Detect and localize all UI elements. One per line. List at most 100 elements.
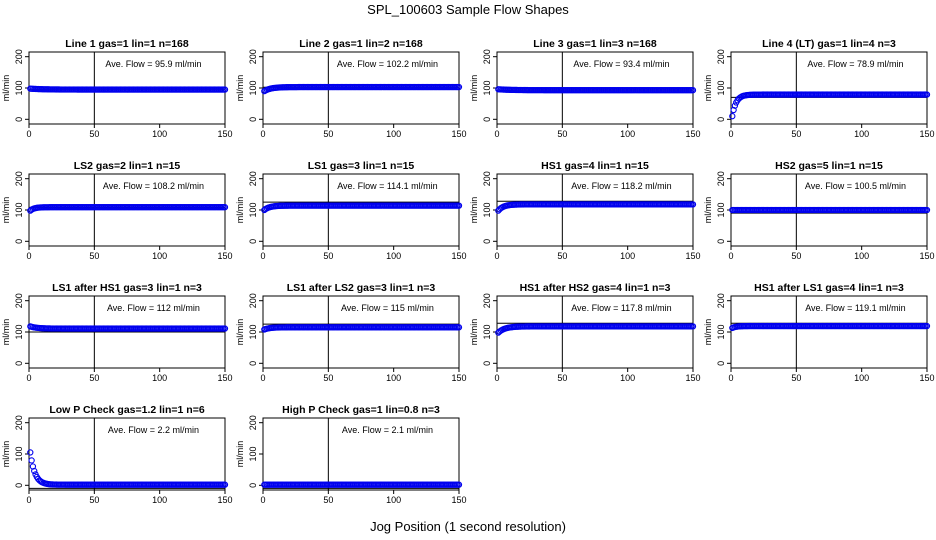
y-tick-label: 100 bbox=[716, 80, 726, 95]
panel-12: HS1 after LS1 gas=4 lin=1 n=3 0 50 100 150 0 1… bbox=[703, 282, 935, 383]
y-tick-label: 0 bbox=[14, 239, 24, 244]
y-tick-label: 200 bbox=[248, 49, 258, 64]
x-tick-label: 0 bbox=[494, 129, 499, 139]
x-tick-label: 150 bbox=[685, 373, 700, 383]
y-axis-label: ml/min bbox=[235, 197, 245, 224]
y-axis-label: ml/min bbox=[1, 441, 11, 468]
panels-grid: Line 1 gas=1 lin=1 n=168 0 50 100 150 0 100 200… bbox=[1, 38, 935, 505]
data-point bbox=[455, 202, 463, 209]
y-tick-label: 100 bbox=[482, 80, 492, 95]
avg-flow-annotation: Ave. Flow = 117.8 ml/min bbox=[571, 303, 671, 313]
y-tick-label: 0 bbox=[716, 361, 726, 366]
figure-title: SPL_100603 Sample Flow Shapes bbox=[367, 2, 569, 17]
y-axis-label: ml/min bbox=[235, 75, 245, 102]
panel-title: Line 2 gas=1 lin=2 n=168 bbox=[299, 38, 423, 50]
y-tick-label: 100 bbox=[14, 80, 24, 95]
y-tick-label: 0 bbox=[716, 117, 726, 122]
panel-5: LS2 gas=2 lin=1 n=15 0 50 100 150 0 100 200 ml/m… bbox=[1, 160, 233, 261]
avg-flow-annotation: Ave. Flow = 112 ml/min bbox=[107, 303, 200, 313]
y-axis-label: ml/min bbox=[1, 319, 11, 346]
x-tick-label: 50 bbox=[791, 251, 801, 261]
y-axis-label: ml/min bbox=[469, 319, 479, 346]
data-point bbox=[455, 481, 463, 488]
y-tick-label: 0 bbox=[482, 239, 492, 244]
x-tick-label: 150 bbox=[685, 251, 700, 261]
x-tick-label: 50 bbox=[557, 251, 567, 261]
x-tick-label: 50 bbox=[323, 129, 333, 139]
x-tick-label: 50 bbox=[89, 373, 99, 383]
y-axis-label: ml/min bbox=[1, 75, 11, 102]
data-point bbox=[731, 102, 739, 109]
y-tick-label: 100 bbox=[248, 324, 258, 339]
panel-title: HS1 after LS1 gas=4 lin=1 n=3 bbox=[754, 282, 904, 294]
panel-6: LS1 gas=3 lin=1 n=15 0 50 100 150 0 100 200 ml/m… bbox=[235, 160, 467, 261]
x-tick-label: 150 bbox=[451, 251, 466, 261]
panel-title: Line 3 gas=1 lin=3 n=168 bbox=[533, 38, 657, 50]
y-tick-label: 100 bbox=[14, 202, 24, 217]
x-tick-label: 50 bbox=[791, 129, 801, 139]
y-tick-label: 200 bbox=[482, 49, 492, 64]
x-tick-label: 100 bbox=[152, 495, 167, 505]
data-point bbox=[729, 113, 736, 120]
x-tick-label: 50 bbox=[557, 373, 567, 383]
y-tick-label: 200 bbox=[14, 49, 24, 64]
y-tick-label: 100 bbox=[716, 324, 726, 339]
x-tick-label: 50 bbox=[323, 251, 333, 261]
panel-14: High P Check gas=1 lin=0.8 n=3 0 50 100 150 0… bbox=[235, 404, 467, 505]
avg-flow-annotation: Ave. Flow = 95.9 ml/min bbox=[105, 59, 201, 69]
panel-title: LS1 gas=3 lin=1 n=15 bbox=[308, 160, 415, 172]
x-tick-label: 50 bbox=[557, 129, 567, 139]
x-tick-label: 0 bbox=[26, 251, 31, 261]
y-tick-label: 100 bbox=[248, 202, 258, 217]
y-axis-label: ml/min bbox=[703, 75, 713, 102]
panel-2: Line 2 gas=1 lin=2 n=168 0 50 100 150 0 100 200… bbox=[235, 38, 467, 139]
y-tick-label: 200 bbox=[14, 415, 24, 430]
y-tick-label: 100 bbox=[14, 324, 24, 339]
avg-flow-annotation: Ave. Flow = 115 ml/min bbox=[341, 303, 434, 313]
panel-10: LS1 after LS2 gas=3 lin=1 n=3 0 50 100 150 0 1… bbox=[235, 282, 467, 383]
panel-1: Line 1 gas=1 lin=1 n=168 0 50 100 150 0 100 200… bbox=[1, 38, 233, 139]
x-tick-label: 150 bbox=[919, 373, 934, 383]
y-axis-label: ml/min bbox=[235, 319, 245, 346]
panel-title: HS1 after HS2 gas=4 lin=1 n=3 bbox=[520, 282, 671, 294]
x-tick-label: 50 bbox=[323, 495, 333, 505]
avg-flow-annotation: Ave. Flow = 119.1 ml/min bbox=[805, 303, 905, 313]
avg-flow-annotation: Ave. Flow = 93.4 ml/min bbox=[573, 59, 669, 69]
avg-flow-annotation: Ave. Flow = 114.1 ml/min bbox=[337, 181, 437, 191]
y-tick-label: 100 bbox=[248, 446, 258, 461]
y-tick-label: 200 bbox=[248, 415, 258, 430]
y-tick-label: 0 bbox=[14, 483, 24, 488]
x-tick-label: 50 bbox=[89, 495, 99, 505]
panel-8: HS2 gas=5 lin=1 n=15 0 50 100 150 0 100 200 ml/m… bbox=[703, 160, 935, 261]
panel-title: LS1 after HS1 gas=3 lin=1 n=3 bbox=[52, 282, 202, 294]
panel-11: HS1 after HS2 gas=4 lin=1 n=3 0 50 100 150 0 1… bbox=[469, 282, 701, 383]
avg-flow-annotation: Ave. Flow = 118.2 ml/min bbox=[571, 181, 671, 191]
x-tick-label: 100 bbox=[152, 373, 167, 383]
panel-title: LS1 after LS2 gas=3 lin=1 n=3 bbox=[287, 282, 436, 294]
x-tick-label: 100 bbox=[386, 495, 401, 505]
y-axis-label: ml/min bbox=[703, 319, 713, 346]
x-tick-label: 0 bbox=[26, 129, 31, 139]
x-tick-label: 0 bbox=[260, 129, 265, 139]
y-axis-label: ml/min bbox=[469, 75, 479, 102]
y-tick-label: 0 bbox=[482, 117, 492, 122]
avg-flow-annotation: Ave. Flow = 78.9 ml/min bbox=[807, 59, 903, 69]
x-tick-label: 150 bbox=[217, 251, 232, 261]
data-point bbox=[923, 206, 931, 214]
y-tick-label: 0 bbox=[482, 361, 492, 366]
data-point bbox=[923, 91, 931, 98]
y-tick-label: 0 bbox=[716, 239, 726, 244]
x-tick-label: 0 bbox=[728, 251, 733, 261]
x-tick-label: 100 bbox=[386, 251, 401, 261]
x-tick-label: 100 bbox=[854, 129, 869, 139]
y-tick-label: 200 bbox=[14, 293, 24, 308]
data-point bbox=[221, 481, 229, 488]
x-tick-label: 100 bbox=[152, 129, 167, 139]
y-tick-label: 0 bbox=[14, 117, 24, 122]
avg-flow-annotation: Ave. Flow = 108.2 ml/min bbox=[103, 181, 204, 191]
x-tick-label: 100 bbox=[152, 251, 167, 261]
panel-4: Line 4 (LT) gas=1 lin=4 n=3 0 50 100 150 0 100… bbox=[703, 38, 935, 139]
x-tick-label: 50 bbox=[323, 373, 333, 383]
x-tick-label: 0 bbox=[26, 373, 31, 383]
y-tick-label: 200 bbox=[14, 171, 24, 186]
